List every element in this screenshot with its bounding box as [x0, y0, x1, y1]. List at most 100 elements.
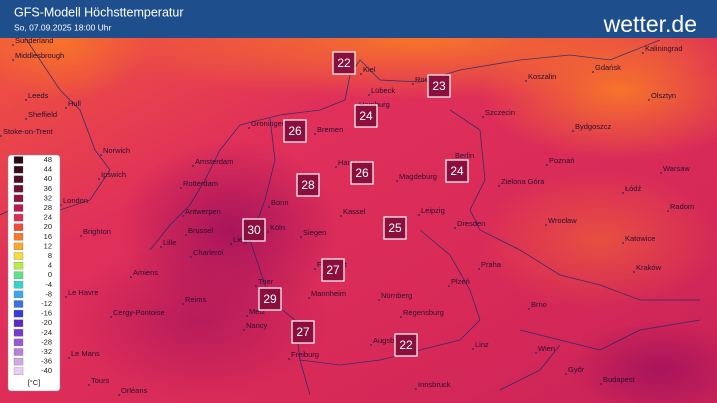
- city-label: Warsaw: [663, 164, 690, 173]
- legend-unit: [°C]: [28, 378, 41, 387]
- city-dot: [335, 166, 337, 168]
- city-dot: [378, 299, 380, 301]
- city-dot: [340, 215, 342, 217]
- city-label: London: [63, 196, 88, 205]
- temperature-value: 24: [359, 109, 373, 123]
- legend-label: 16: [44, 232, 52, 241]
- city-dot: [0, 135, 2, 137]
- city-label: Wrocław: [548, 216, 577, 225]
- legend-swatch: [13, 194, 24, 203]
- city-dot: [565, 373, 567, 375]
- city-label: Groningen: [251, 119, 286, 128]
- city-dot: [118, 394, 120, 396]
- city-dot: [243, 329, 245, 331]
- temperature-box: [332, 51, 356, 75]
- city-label: Łódź: [625, 184, 642, 193]
- legend-label: 20: [44, 222, 52, 231]
- city-label: Sunderland: [15, 36, 53, 45]
- city-label: Berlin: [455, 151, 474, 160]
- city-dot: [246, 315, 248, 317]
- legend-label: -4: [45, 280, 52, 289]
- legend-swatch: [13, 185, 24, 193]
- city-dot: [400, 316, 402, 318]
- city-dot: [98, 178, 100, 180]
- temperature-box: [283, 119, 307, 143]
- city-label: Wien: [538, 344, 555, 353]
- city-dot: [160, 246, 162, 248]
- city-dot: [308, 297, 310, 299]
- city-dot: [660, 172, 662, 174]
- city-dot: [667, 210, 669, 212]
- legend-swatch: [13, 271, 24, 279]
- legend-swatch: [13, 348, 24, 356]
- legend-label: 0: [48, 270, 52, 279]
- city-dot: [314, 133, 316, 135]
- city-label: Poznań: [549, 156, 574, 165]
- city-label: Ipswich: [101, 170, 126, 179]
- city-dot: [182, 303, 184, 305]
- legend-swatch: [13, 367, 24, 375]
- city-dot: [12, 44, 14, 46]
- city-dot: [100, 154, 102, 156]
- header-title: GFS-Modell Höchsttemperatur: [14, 5, 184, 19]
- temperature-box: [291, 320, 315, 344]
- legend-label: -20: [41, 318, 52, 327]
- legend-swatch: [13, 309, 24, 318]
- legend-swatch: [13, 204, 24, 212]
- header-subtitle: So, 07.09.2025 18:00 Uhr: [14, 22, 112, 32]
- city-dot: [65, 107, 67, 109]
- legend-swatch: [13, 156, 24, 164]
- city-dot: [88, 384, 90, 386]
- temperature-box: [383, 216, 407, 240]
- legend-label: -12: [41, 299, 52, 308]
- city-dot: [454, 227, 456, 229]
- city-dot: [25, 118, 27, 120]
- city-label: Stoke-on-Trent: [3, 127, 54, 136]
- city-dot: [110, 316, 112, 318]
- city-dot: [230, 243, 232, 245]
- city-dot: [267, 231, 269, 233]
- city-dot: [535, 352, 537, 354]
- legend-swatch: [13, 290, 24, 299]
- city-label: Brussel: [188, 226, 213, 235]
- city-dot: [80, 235, 82, 237]
- city-dot: [648, 99, 650, 101]
- city-label: Magdeburg: [399, 172, 437, 181]
- hot-zone: [570, 320, 717, 403]
- legend-label: 36: [44, 184, 52, 193]
- city-label: Brighton: [83, 227, 111, 236]
- city-dot: [396, 180, 398, 182]
- legend-label: 40: [44, 174, 52, 183]
- city-dot: [600, 383, 602, 385]
- city-label: Le Mans: [71, 349, 100, 358]
- city-dot: [546, 164, 548, 166]
- city-dot: [65, 296, 67, 298]
- city-label: Sheffield: [28, 110, 57, 119]
- temperature-box: [296, 173, 320, 197]
- legend-label: -40: [41, 366, 52, 375]
- city-dot: [368, 94, 370, 96]
- temperature-value: 26: [288, 124, 302, 138]
- city-dot: [182, 215, 184, 217]
- legend-swatch: [13, 252, 24, 260]
- city-label: Reims: [185, 295, 207, 304]
- temperature-value: 25: [388, 221, 402, 235]
- city-dot: [370, 344, 372, 346]
- city-label: Innsbruck: [418, 380, 451, 389]
- logo: wetter.de: [603, 11, 697, 37]
- city-dot: [130, 276, 132, 278]
- city-label: Orléans: [121, 386, 148, 395]
- legend-label: -32: [41, 347, 52, 356]
- city-dot: [415, 388, 417, 390]
- city-label: Antwerpen: [185, 207, 221, 216]
- city-dot: [25, 99, 27, 101]
- city-dot: [592, 71, 594, 73]
- temperature-value: 22: [337, 56, 351, 70]
- city-label: Metz: [249, 307, 266, 316]
- city-dot: [642, 52, 644, 54]
- legend-label: -24: [41, 328, 52, 337]
- city-label: Kiel: [363, 65, 376, 74]
- city-dot: [622, 192, 624, 194]
- city-label: Liège: [233, 235, 251, 244]
- city-label: Kraków: [636, 263, 662, 272]
